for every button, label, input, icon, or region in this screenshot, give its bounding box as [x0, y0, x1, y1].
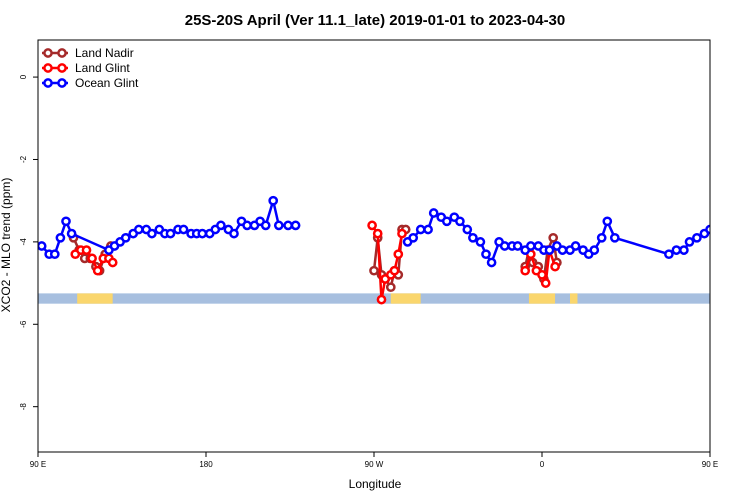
land-segment [390, 293, 421, 304]
data-point [475, 237, 486, 247]
data-point [544, 245, 555, 255]
data-point [596, 232, 607, 243]
legend-marker [43, 48, 53, 58]
data-point [441, 216, 452, 227]
data-point [229, 228, 239, 239]
data-point [397, 228, 407, 239]
data-point [290, 220, 301, 231]
x-tick-label: 90 W [365, 460, 384, 469]
data-point [178, 224, 189, 235]
data-point [260, 220, 271, 231]
data-point [462, 224, 473, 235]
y-tick-label: -6 [19, 320, 28, 328]
data-point [369, 265, 379, 276]
data-point [216, 220, 226, 231]
legend-marker [57, 48, 67, 58]
chart-title: 25S-20S April (Ver 11.1_late) 2019-01-01… [185, 12, 566, 29]
data-point [408, 232, 419, 243]
plot-area: 90 E 180 90 W 0 90 E 0 -2 -4 -6 -8 Land NadirLand … [19, 39, 718, 469]
legend-marker [57, 63, 67, 73]
data-point [671, 245, 682, 255]
data-point [609, 232, 620, 243]
data-point [520, 265, 531, 276]
data-point [55, 232, 66, 243]
data-point [385, 282, 396, 293]
data-point [692, 232, 702, 243]
data-point [273, 220, 284, 231]
data-point [550, 261, 560, 272]
x-axis-label: Longitude [349, 477, 402, 491]
data-point [92, 265, 103, 276]
data-point [367, 220, 377, 231]
data-point [486, 257, 497, 268]
data-point [525, 241, 536, 251]
data-point [548, 232, 559, 243]
y-tick-label: -2 [19, 155, 28, 163]
data-point [165, 228, 176, 239]
data-point [107, 257, 118, 268]
x-tick-label: 0 [540, 460, 545, 469]
legend-label: Ocean Glint [75, 76, 139, 90]
legend-label: Land Glint [75, 61, 130, 75]
plot-frame [37, 39, 711, 453]
data-point [66, 228, 77, 239]
data-point [81, 245, 92, 255]
data-point [197, 228, 208, 239]
legend-label: Land Nadir [75, 46, 134, 60]
legend-marker [43, 78, 53, 88]
data-point [38, 241, 47, 251]
x-tick-label: 180 [199, 460, 213, 469]
data-point [684, 237, 695, 247]
data-point [283, 220, 293, 231]
data-point [423, 224, 433, 235]
data-point [557, 245, 568, 255]
land-segment [528, 293, 556, 304]
data-point [120, 232, 131, 243]
x-tick-label: 90 E [30, 460, 46, 469]
data-point [61, 216, 71, 227]
land-segment [570, 293, 578, 304]
data-point [372, 228, 383, 239]
data-point [570, 241, 581, 251]
data-point [376, 294, 387, 305]
data-point [705, 224, 710, 235]
legend-marker [43, 63, 53, 73]
land-segment [77, 293, 113, 304]
data-point [512, 241, 523, 251]
y-tick-label: -4 [19, 238, 28, 246]
data-point [147, 228, 157, 239]
y-tick-label: 0 [19, 74, 28, 79]
data-point [540, 278, 551, 288]
series-land-glint [70, 220, 560, 305]
data-point [389, 265, 400, 276]
data-point [133, 224, 144, 235]
data-point [455, 216, 465, 227]
data-point [468, 232, 478, 243]
series-ocean-glint [38, 195, 710, 268]
data-point [481, 249, 491, 260]
data-point [268, 195, 279, 206]
legend-marker [57, 78, 67, 88]
data-point [679, 245, 689, 255]
data-point [589, 245, 600, 255]
y-tick-label: -8 [19, 403, 28, 411]
data-point [87, 253, 97, 264]
y-axis-label: XCO2 - MLO trend (ppm) [0, 178, 13, 313]
data-point [664, 249, 674, 260]
data-point [602, 216, 613, 227]
data-point [537, 269, 547, 280]
data-point [49, 249, 60, 260]
data-point [428, 208, 439, 218]
data-point [499, 241, 510, 251]
ocean-band [38, 293, 710, 304]
x-tick-label: 90 E [702, 460, 718, 469]
data-point [242, 220, 252, 231]
data-point [393, 249, 404, 260]
data-point [415, 224, 426, 235]
